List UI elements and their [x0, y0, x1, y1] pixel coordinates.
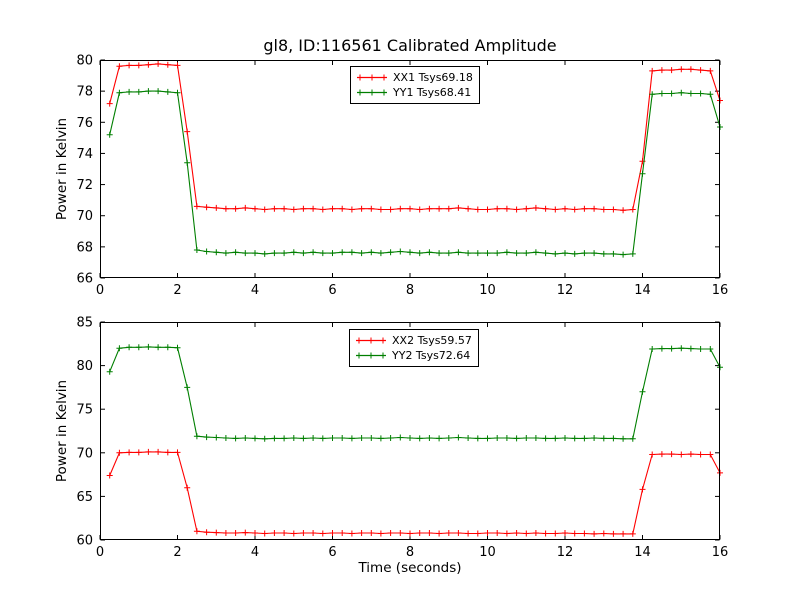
x-tick-label: 8 [406, 545, 414, 560]
top-legend: XX1 Tsys69.18 YY1 Tsys68.41 [350, 66, 480, 104]
bottom-plot-canvas: 0 2 4 6 8 10 12 14 16 60 65 70 75 80 85 [76, 316, 728, 561]
bottom-legend: XX2 Tsys59.57 YY2 Tsys72.64 [349, 329, 479, 367]
x-tick-label: 6 [328, 545, 336, 560]
y-tick-label: 85 [76, 316, 93, 331]
x-tick-label: 2 [173, 283, 181, 298]
y-tick-label: 74 [76, 147, 93, 162]
series-line-xx2 [109, 451, 721, 535]
y-tick-label: 60 [76, 534, 93, 549]
y-tick-label: 70 [76, 209, 93, 224]
series-markers-xx2 [106, 448, 723, 537]
xx1-line-sample-icon [357, 74, 387, 81]
x-tick-label: 10 [479, 283, 496, 298]
x-tick-label: 4 [251, 283, 259, 298]
series-markers-yy2 [106, 343, 723, 442]
legend-item-xx1: XX1 Tsys69.18 [356, 70, 473, 85]
legend-item-yy2: YY2 Tsys72.64 [355, 348, 472, 363]
plot-frame [100, 60, 720, 278]
x-tick-label: 16 [712, 545, 729, 560]
y-tick-label: 70 [76, 446, 93, 461]
series-line-yy2 [109, 346, 721, 440]
bottom-y-axis-label: Power in Kelvin [54, 379, 70, 483]
x-tick-label: 10 [479, 545, 496, 560]
top-y-axis-label: Power in Kelvin [54, 117, 70, 221]
legend-label-xx1: XX1 Tsys69.18 [393, 71, 473, 84]
chart-title: gl8, ID:116561 Calibrated Amplitude [263, 36, 557, 55]
x-tick-label: 14 [634, 545, 651, 560]
x-tick-label: 12 [557, 545, 574, 560]
yy1-line-sample-icon [357, 89, 387, 96]
legend-label-xx2: XX2 Tsys59.57 [392, 334, 472, 347]
y-tick-label: 75 [76, 403, 93, 418]
axes: 0 2 4 6 8 10 12 14 16 60 65 70 75 80 85 [76, 316, 728, 561]
x-tick-label: 14 [634, 283, 651, 298]
x-tick-label: 0 [96, 283, 104, 298]
x-tick-label: 0 [96, 545, 104, 560]
legend-item-yy1: YY1 Tsys68.41 [356, 85, 473, 100]
xx2-line-sample-icon [356, 337, 386, 344]
x-tick-label: 2 [173, 545, 181, 560]
x-tick-label: 6 [328, 283, 336, 298]
y-tick-label: 68 [76, 240, 93, 255]
y-tick-label: 66 [76, 272, 93, 287]
y-tick-label: 78 [76, 85, 93, 100]
series-markers-xx1 [106, 60, 723, 214]
yy2-line-sample-icon [356, 352, 386, 359]
x-tick-label: 8 [406, 283, 414, 298]
x-tick-label: 16 [712, 283, 729, 298]
y-tick-label: 76 [76, 116, 93, 131]
series-line-yy1 [109, 90, 721, 256]
legend-item-xx2: XX2 Tsys59.57 [355, 333, 472, 348]
plot-frame [100, 322, 720, 540]
x-tick-label: 12 [557, 283, 574, 298]
legend-label-yy2: YY2 Tsys72.64 [392, 349, 471, 362]
series-markers-yy1 [106, 88, 723, 258]
y-tick-label: 72 [76, 178, 93, 193]
y-tick-label: 80 [76, 359, 93, 374]
series-line-xx1 [109, 63, 721, 211]
y-tick-label: 65 [76, 490, 93, 505]
legend-label-yy1: YY1 Tsys68.41 [393, 86, 472, 99]
x-axis-label: Time (seconds) [358, 560, 462, 576]
x-tick-label: 4 [251, 545, 259, 560]
y-tick-label: 80 [76, 54, 93, 69]
